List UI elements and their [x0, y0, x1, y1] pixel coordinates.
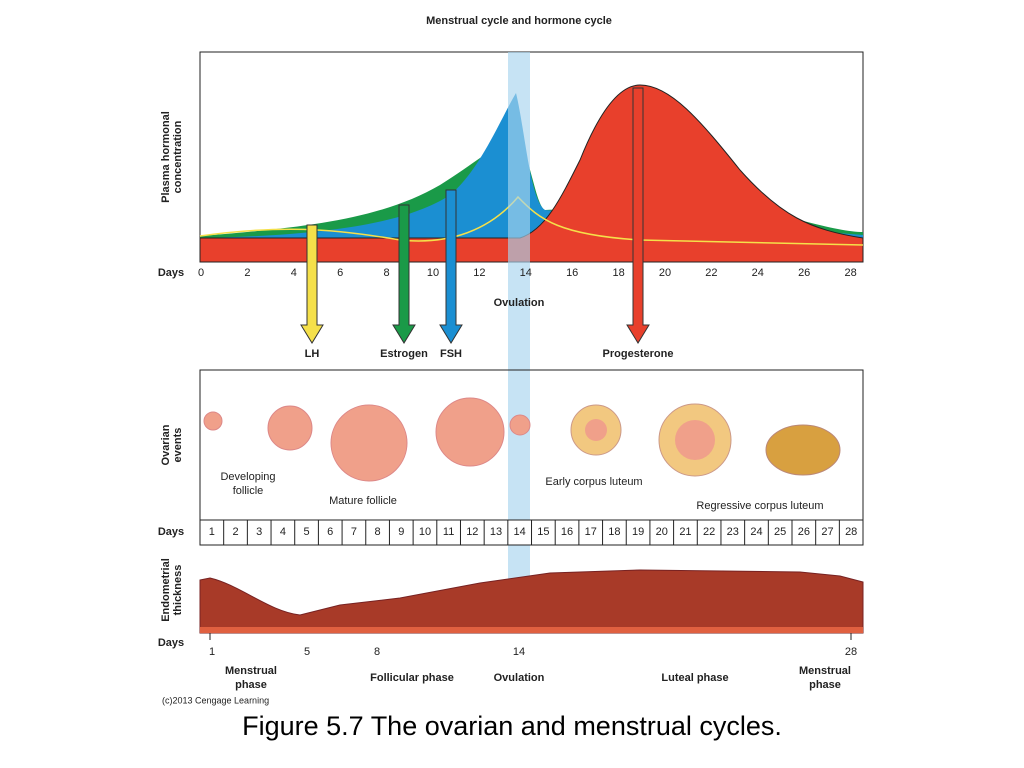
stage-label: Regressive corpus luteum — [696, 500, 823, 512]
phase-label: Menstrual — [799, 665, 851, 677]
hormone-label: Estrogen — [380, 348, 428, 360]
day-cell: 27 — [821, 526, 833, 538]
phase-label: Menstrual — [225, 665, 277, 677]
stage-label: Mature follicle — [329, 495, 397, 507]
days-label: Days — [158, 526, 184, 538]
day-cell: 20 — [656, 526, 668, 538]
hormone-label: Progesterone — [603, 348, 674, 360]
day-cell: 15 — [537, 526, 549, 538]
lh-line — [199, 195, 864, 246]
x-tick-label: 12 — [473, 267, 485, 279]
x-tick-label: 10 — [427, 267, 439, 279]
caption: Figure 5.7 The ovarian and menstrual cyc… — [242, 711, 782, 741]
x-tick-label: 20 — [659, 267, 671, 279]
phase-label: Luteal phase — [661, 672, 728, 684]
phase-label: phase — [809, 679, 841, 691]
ovulation-label: Ovulation — [494, 297, 545, 309]
day-label: 1 — [209, 646, 215, 658]
y-label: thickness — [172, 565, 184, 616]
endometrium — [199, 569, 864, 634]
day-cell: 13 — [490, 526, 502, 538]
endometrium-base — [200, 627, 863, 633]
phase-label: Follicular phase — [370, 672, 454, 684]
x-tick-label: 4 — [291, 267, 297, 279]
day-cell: 23 — [727, 526, 739, 538]
day-cell: 8 — [375, 526, 381, 538]
day-cell: 17 — [585, 526, 597, 538]
day-cell: 19 — [632, 526, 644, 538]
hormone-arrow — [300, 224, 324, 344]
day-label: 28 — [845, 646, 857, 658]
stage-label: Developing — [220, 471, 275, 483]
day-cell: 26 — [798, 526, 810, 538]
day-cell: 7 — [351, 526, 357, 538]
day-cell: 10 — [419, 526, 431, 538]
x-tick-label: 24 — [752, 267, 764, 279]
x-tick-label: 26 — [798, 267, 810, 279]
y-label: concentration — [172, 120, 184, 193]
hormone-arrow — [626, 87, 650, 344]
day-cell: 11 — [443, 526, 454, 538]
credit: (c)2013 Cengage Learning — [162, 695, 269, 705]
day-cell: 24 — [750, 526, 762, 538]
x-tick-label: 16 — [566, 267, 578, 279]
stage-label: follicle — [233, 485, 264, 497]
x-tick-label: 28 — [844, 267, 856, 279]
x-tick-label: 22 — [705, 267, 717, 279]
days-label: Days — [158, 637, 184, 649]
hormone-label: LH — [305, 348, 320, 360]
x-tick-label: 0 — [198, 267, 204, 279]
day-cell: 28 — [845, 526, 857, 538]
x-tick-label: 14 — [520, 267, 532, 279]
follicles — [203, 397, 841, 482]
day-cell: 12 — [466, 526, 478, 538]
hormone-label: FSH — [440, 348, 462, 360]
ovulation-band — [508, 52, 530, 592]
x-tick-label: 8 — [384, 267, 390, 279]
day-cell: 21 — [679, 526, 691, 538]
y-label: events — [172, 428, 184, 463]
x-tick-label: 6 — [337, 267, 343, 279]
progesterone-area — [199, 84, 864, 263]
day-cell: 1 — [209, 526, 215, 538]
day-label: 5 — [304, 646, 310, 658]
y-label: Endometrial — [160, 558, 172, 622]
x-tick-label: 2 — [244, 267, 250, 279]
day-label: 14 — [513, 646, 525, 658]
hormone-arrow — [439, 189, 463, 344]
hormone-arrow — [392, 204, 416, 344]
day-cell: 3 — [256, 526, 262, 538]
phase-label: phase — [235, 679, 267, 691]
day-cell: 2 — [232, 526, 238, 538]
day-cell: 22 — [703, 526, 715, 538]
day-cell: 9 — [398, 526, 404, 538]
day-cell: 16 — [561, 526, 573, 538]
y-label: Ovarian — [160, 424, 172, 465]
day-cell: 6 — [327, 526, 333, 538]
day-cell: 14 — [514, 526, 526, 538]
day-label: 8 — [374, 646, 380, 658]
stage-label: Early corpus luteum — [545, 476, 642, 488]
day-cell: 5 — [303, 526, 309, 538]
day-cell: 25 — [774, 526, 786, 538]
phase-label: Ovulation — [494, 672, 545, 684]
x-label: Days — [158, 267, 184, 279]
x-tick-label: 18 — [612, 267, 624, 279]
day-cell: 18 — [608, 526, 620, 538]
title: Menstrual cycle and hormone cycle — [426, 15, 612, 27]
day-cell: 4 — [280, 526, 286, 538]
y-label: Plasma hormonal — [160, 111, 172, 203]
